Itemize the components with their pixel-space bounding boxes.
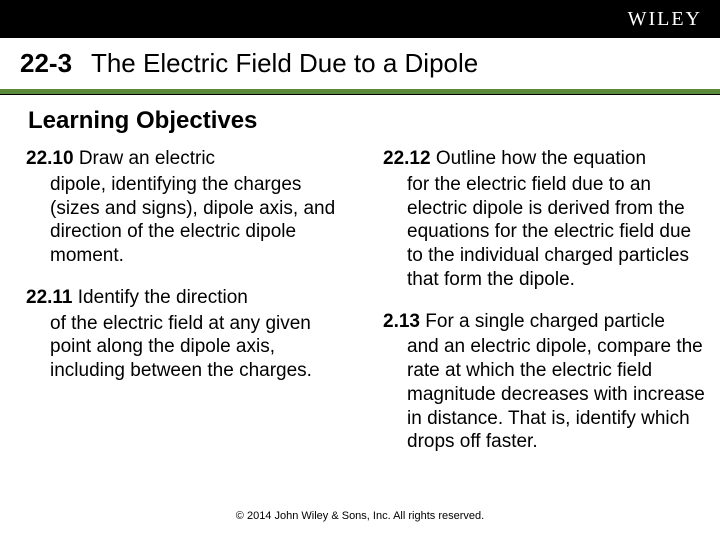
objective-number: 22.12 (383, 148, 431, 169)
objective-first-text: Identify the direction (78, 287, 248, 308)
header-band: WILEY (0, 0, 720, 38)
objective-body: for the electric field due to an electri… (383, 173, 708, 292)
title-band: 22-3 The Electric Field Due to a Dipole (0, 38, 720, 89)
objective-first-text: For a single charged particle (425, 311, 665, 332)
objective-firstline: For a single charged particle (425, 311, 665, 332)
objective-firstline: Draw an electric (79, 148, 215, 169)
objective-item: 22.10 Draw an electric dipole, identifyi… (12, 147, 351, 268)
objective-body: and an electric dipole, compare the rate… (383, 335, 708, 454)
copyright-footer: © 2014 John Wiley & Sons, Inc. All right… (0, 510, 720, 522)
section-title-text: The Electric Field Due to a Dipole (91, 48, 478, 78)
objective-body: dipole, identifying the charges (sizes a… (26, 173, 351, 268)
objective-item: 22.12 Outline how the equation for the e… (369, 147, 708, 292)
objective-number: 2.13 (383, 311, 420, 332)
objective-first-text: Draw an electric (79, 148, 215, 169)
objective-firstline: Outline how the equation (436, 148, 646, 169)
content-area: 22.10 Draw an electric dipole, identifyi… (0, 143, 720, 472)
objective-item: 2.13 For a single charged particle and a… (369, 310, 708, 455)
objective-body: of the electric field at any given point… (26, 312, 351, 383)
section-number: 22-3 (20, 48, 72, 78)
objective-number: 22.11 (26, 287, 73, 308)
section-title: The Electric Field Due to a Dipole (77, 48, 479, 78)
publisher-logo: WILEY (628, 8, 702, 31)
right-column: 22.12 Outline how the equation for the e… (369, 147, 708, 472)
objective-number: 22.10 (26, 148, 74, 169)
objective-firstline: Identify the direction (78, 287, 248, 308)
left-column: 22.10 Draw an electric dipole, identifyi… (12, 147, 351, 472)
subtitle: Learning Objectives (0, 95, 720, 143)
objective-item: 22.11 Identify the direction of the elec… (12, 286, 351, 383)
objective-first-text: Outline how the equation (436, 148, 646, 169)
